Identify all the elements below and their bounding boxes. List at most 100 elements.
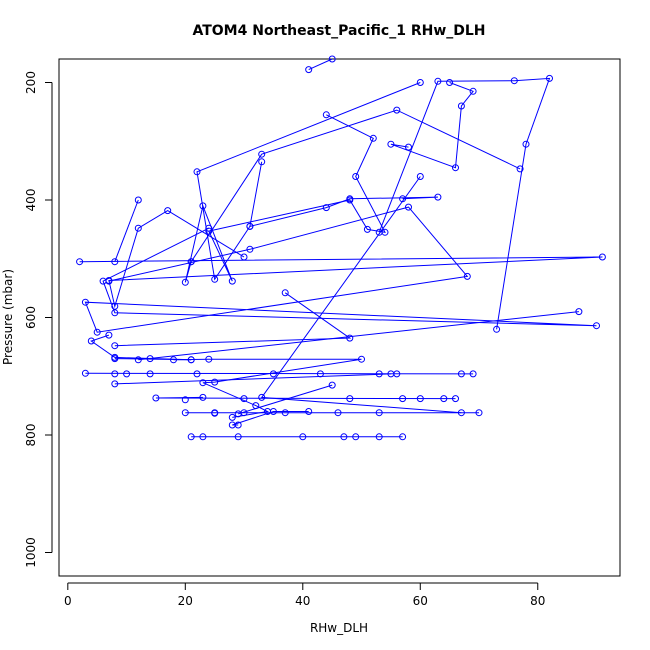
data-point bbox=[228, 277, 236, 285]
series-line bbox=[114, 199, 139, 262]
data-point bbox=[76, 258, 84, 266]
series-line bbox=[184, 114, 386, 283]
data-point bbox=[393, 106, 401, 114]
data-point bbox=[87, 337, 95, 345]
data-point bbox=[240, 253, 248, 261]
data-point bbox=[352, 433, 360, 441]
data-point bbox=[269, 408, 277, 415]
data-point bbox=[593, 322, 600, 330]
data-point bbox=[469, 370, 477, 378]
data-point bbox=[375, 228, 383, 236]
plot-frame bbox=[58, 58, 621, 577]
data-point bbox=[352, 173, 360, 180]
data-point bbox=[399, 433, 407, 441]
x-axis: 0 20 40 60 80 bbox=[64, 582, 545, 608]
data-point bbox=[281, 289, 289, 297]
series-line bbox=[190, 109, 521, 262]
data-point bbox=[469, 87, 477, 95]
data-point bbox=[363, 225, 371, 233]
x-tick-label: 20 bbox=[178, 594, 193, 608]
data-point bbox=[81, 298, 89, 306]
data-point bbox=[434, 77, 442, 85]
data-point bbox=[111, 380, 119, 388]
data-point bbox=[375, 433, 383, 441]
series-line bbox=[114, 373, 391, 385]
data-point bbox=[405, 203, 412, 211]
x-tick-label: 60 bbox=[413, 594, 428, 608]
data-point bbox=[105, 331, 113, 339]
data-point bbox=[258, 158, 266, 166]
data-point bbox=[181, 278, 189, 286]
data-point bbox=[187, 356, 195, 364]
data-point bbox=[199, 379, 207, 387]
y-tick-label: 800 bbox=[24, 424, 38, 447]
series-line bbox=[196, 82, 421, 281]
data-point bbox=[258, 150, 266, 158]
data-point bbox=[111, 258, 119, 266]
data-point bbox=[546, 74, 553, 82]
data-point bbox=[316, 370, 324, 378]
data-point bbox=[322, 111, 330, 119]
x-tick-label: 80 bbox=[530, 594, 545, 608]
data-point bbox=[457, 370, 465, 378]
data-point bbox=[240, 409, 248, 417]
data-point bbox=[246, 245, 254, 253]
data-point bbox=[199, 393, 207, 401]
data-point bbox=[228, 421, 236, 429]
data-point bbox=[434, 193, 442, 201]
y-axis: 200 400 600 800 1000 bbox=[24, 71, 53, 568]
data-point bbox=[193, 370, 201, 378]
data-point bbox=[575, 308, 583, 316]
data-point bbox=[358, 355, 365, 363]
data-point bbox=[598, 253, 606, 261]
data-point bbox=[281, 409, 289, 417]
data-point bbox=[346, 195, 354, 203]
series-line bbox=[260, 176, 462, 414]
data-point bbox=[328, 381, 336, 389]
series-line bbox=[114, 292, 352, 347]
data-point bbox=[340, 433, 348, 441]
data-point bbox=[305, 66, 313, 74]
y-axis-label: Pressure (mbar) bbox=[1, 269, 15, 365]
data-point bbox=[228, 413, 236, 421]
plot-points bbox=[76, 55, 606, 441]
data-point bbox=[416, 395, 424, 403]
series-line bbox=[79, 210, 603, 309]
y-tick-label: 200 bbox=[24, 71, 38, 94]
data-point bbox=[187, 258, 195, 266]
data-point bbox=[446, 79, 454, 86]
data-point bbox=[405, 143, 412, 151]
data-point bbox=[516, 165, 524, 173]
data-point bbox=[164, 207, 172, 215]
data-point bbox=[181, 409, 189, 417]
data-point bbox=[199, 433, 207, 441]
data-point bbox=[399, 195, 407, 203]
data-point bbox=[187, 433, 195, 441]
data-point bbox=[322, 204, 330, 212]
data-point bbox=[387, 140, 395, 148]
series-line bbox=[138, 311, 579, 361]
data-point bbox=[111, 370, 119, 378]
series-line bbox=[114, 358, 362, 418]
y-tick-label: 1000 bbox=[24, 537, 38, 568]
data-point bbox=[269, 370, 277, 378]
y-tick-label: 600 bbox=[24, 306, 38, 329]
data-point bbox=[105, 277, 113, 285]
series-line bbox=[249, 161, 438, 228]
data-point bbox=[205, 227, 213, 235]
data-point bbox=[375, 409, 383, 417]
series-line bbox=[378, 77, 551, 330]
data-point bbox=[375, 370, 383, 378]
data-point bbox=[440, 395, 448, 403]
data-point bbox=[387, 370, 395, 378]
data-point bbox=[211, 409, 219, 417]
data-point bbox=[199, 202, 207, 210]
data-point bbox=[146, 370, 154, 378]
data-point bbox=[211, 275, 219, 283]
data-point bbox=[134, 356, 142, 364]
series-line bbox=[84, 206, 597, 333]
data-point bbox=[246, 222, 254, 230]
data-point bbox=[111, 353, 119, 361]
chart-title: ATOM4 Northeast_Pacific_1 RHw_DLH bbox=[192, 23, 485, 39]
